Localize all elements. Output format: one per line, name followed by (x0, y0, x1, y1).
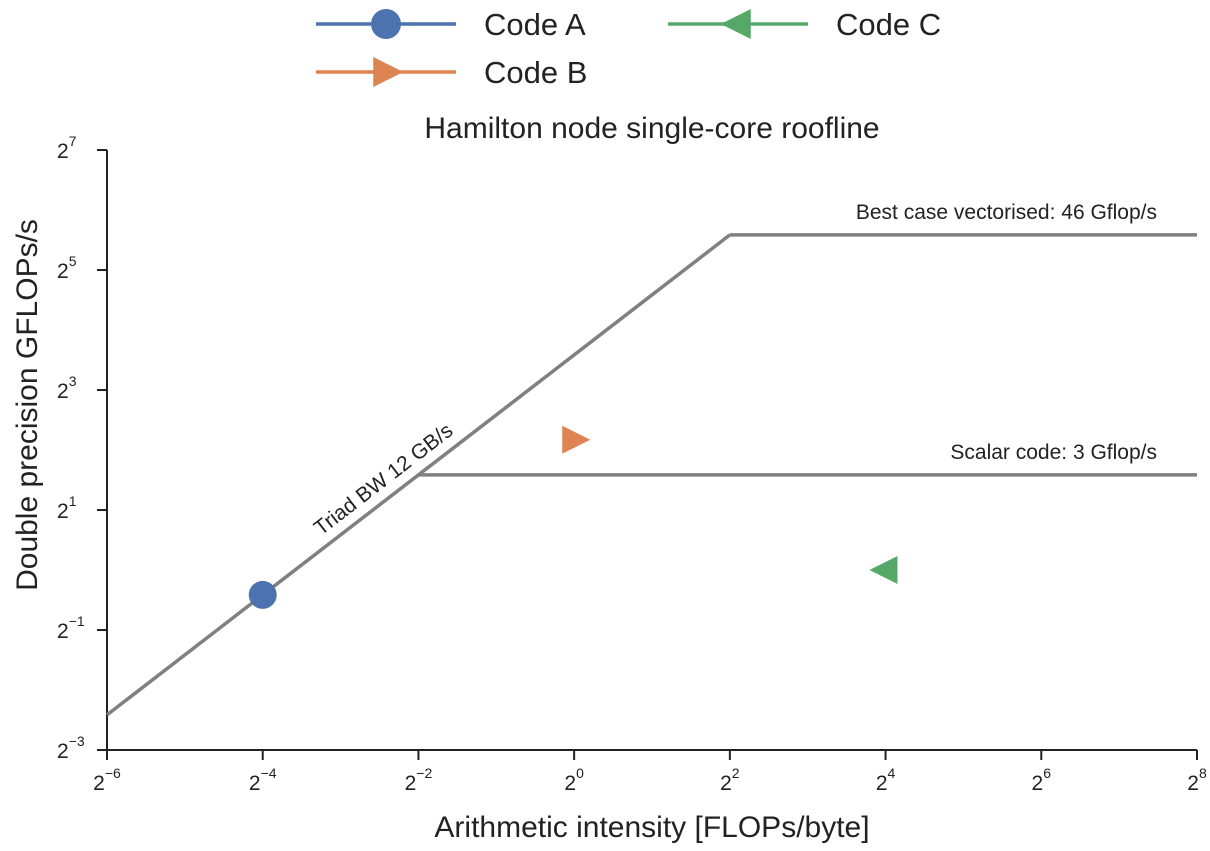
y-tick-base: 2 (57, 500, 69, 523)
y-tick-exponent: −1 (69, 613, 85, 629)
x-tick-exponent: 8 (1199, 765, 1207, 781)
y-tick-label: 27 (57, 133, 77, 163)
x-tick-exponent: 2 (732, 765, 740, 781)
legend-item-code-a: Code A (316, 7, 586, 42)
legend-item-code-b: Code B (316, 55, 587, 90)
x-tick-label: 2−2 (405, 765, 433, 795)
x-tick-base: 2 (876, 772, 888, 795)
y-tick-base: 2 (57, 140, 69, 163)
x-tick-label: 22 (720, 765, 740, 795)
y-tick-base: 2 (57, 740, 69, 763)
y-tick-exponent: −3 (69, 733, 85, 749)
x-tick-base: 2 (249, 772, 261, 795)
x-tick-exponent: 6 (1043, 765, 1051, 781)
x-tick-exponent: −2 (416, 765, 432, 781)
legend-label: Code C (836, 7, 941, 42)
y-tick-exponent: 3 (69, 373, 77, 389)
y-tick-base: 2 (57, 620, 69, 643)
x-tick-label: 26 (1032, 765, 1052, 795)
code-a-point (248, 580, 277, 609)
roofline: Best case vectorised: 46 Gflop/s Scalar c… (105, 201, 1197, 717)
x-tick-exponent: 0 (576, 765, 584, 781)
x-tick-label: 2−6 (93, 765, 121, 795)
x-tick-base: 2 (1187, 772, 1199, 795)
legend-label: Code B (484, 55, 587, 90)
x-tick-base: 2 (564, 772, 576, 795)
x-tick-label: 2−4 (249, 765, 277, 795)
y-tick-exponent: 7 (69, 133, 77, 149)
y-tick-exponent: 5 (69, 253, 77, 269)
x-tick-exponent: −6 (105, 765, 121, 781)
vector-ceiling-label: Best case vectorised: 46 Gflop/s (856, 201, 1157, 224)
x-tick-label: 28 (1187, 765, 1207, 795)
y-tick-label: 23 (57, 373, 77, 403)
x-tick-base: 2 (93, 772, 105, 795)
y-tick-exponent: 1 (69, 493, 77, 509)
legend-marker (373, 57, 404, 87)
code-c-point (869, 556, 898, 584)
legend-label: Code A (484, 7, 586, 42)
scalar-ceiling-label: Scalar code: 3 Gflop/s (950, 441, 1157, 464)
y-tick-label: 2−1 (57, 613, 85, 643)
y-tick-label: 21 (57, 493, 77, 523)
legend-marker (371, 9, 401, 39)
x-tick-exponent: 4 (888, 765, 896, 781)
y-tick-label: 2−3 (57, 733, 85, 763)
chart-title: Hamilton node single-core roofline (424, 112, 879, 145)
data-points (248, 425, 898, 609)
y-axis-label: Double precision GFLOPs/s (11, 219, 44, 591)
legend: Code A Code B Code C (316, 7, 941, 90)
y-tick-base: 2 (57, 260, 69, 283)
y-tick-base: 2 (57, 380, 69, 403)
x-tick-exponent: −4 (261, 765, 277, 781)
x-tick-base: 2 (720, 772, 732, 795)
x-tick-base: 2 (1032, 772, 1044, 795)
y-tick-label: 25 (57, 253, 77, 283)
x-tick-label: 24 (876, 765, 896, 795)
x-axis-label: Arithmetic intensity [FLOPs/byte] (434, 811, 869, 844)
code-b-point (562, 425, 591, 454)
bandwidth-label: Triad BW 12 GB/s (310, 419, 457, 540)
legend-marker (720, 9, 751, 39)
x-tick-base: 2 (405, 772, 417, 795)
legend-item-code-c: Code C (668, 7, 941, 42)
x-tick-label: 20 (564, 765, 584, 795)
